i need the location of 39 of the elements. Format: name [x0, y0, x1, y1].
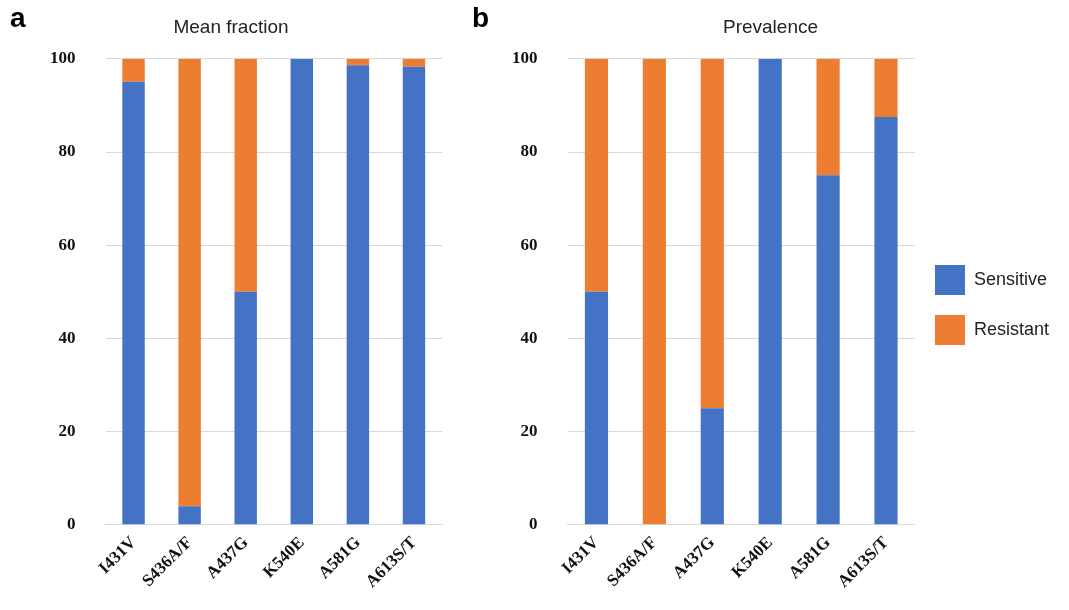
- legend-label: Sensitive: [973, 268, 1048, 289]
- bar: [874, 117, 898, 525]
- legend-label: Resistant: [973, 318, 1050, 339]
- y-tick-label: 20: [58, 421, 76, 441]
- bar: [346, 65, 370, 525]
- bar: [346, 58, 370, 66]
- bar: [874, 58, 898, 118]
- bar: [642, 58, 666, 525]
- y-tick-label: 100: [512, 48, 538, 68]
- bar: [178, 58, 201, 507]
- bar: [234, 58, 257, 292]
- y-tick-label: 0: [529, 514, 538, 534]
- bar: [402, 66, 426, 525]
- chart-title: Mean fraction: [173, 15, 289, 37]
- bar: [290, 58, 314, 525]
- y-tick-label: 20: [520, 421, 538, 441]
- text: a: [10, 2, 26, 34]
- bar: [584, 291, 609, 525]
- bar: [700, 58, 724, 409]
- y-tick-label: 0: [67, 514, 76, 534]
- bar: [234, 291, 257, 525]
- chart-title: Prevalence: [722, 15, 819, 37]
- y-tick-label: 60: [520, 234, 538, 254]
- y-tick-label: 40: [520, 327, 538, 347]
- bar: [758, 58, 782, 525]
- y-tick-label: 80: [520, 141, 538, 161]
- y-tick-label: 40: [58, 327, 76, 347]
- bar: [700, 408, 724, 525]
- bar: [816, 175, 840, 525]
- bar: [584, 58, 609, 292]
- bar: [178, 506, 201, 525]
- bar: [122, 81, 145, 525]
- y-tick-label: 60: [58, 234, 76, 254]
- y-tick-label: 100: [50, 48, 76, 68]
- y-tick-label: 80: [58, 141, 76, 161]
- bar: [816, 58, 840, 176]
- bar: [402, 58, 426, 67]
- text: b: [472, 2, 490, 34]
- bar: [122, 58, 145, 82]
